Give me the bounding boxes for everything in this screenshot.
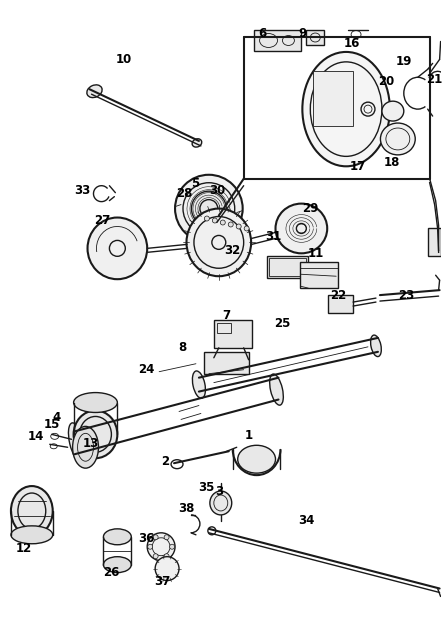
Ellipse shape: [381, 123, 415, 155]
Text: 21: 21: [427, 73, 443, 86]
Bar: [214, 320, 252, 348]
Text: 18: 18: [384, 156, 400, 169]
Text: 13: 13: [82, 437, 99, 450]
Ellipse shape: [303, 52, 390, 166]
Bar: [306, 30, 324, 45]
Text: 8: 8: [178, 341, 186, 354]
Ellipse shape: [170, 544, 175, 549]
Text: 29: 29: [302, 202, 319, 215]
Ellipse shape: [103, 529, 131, 545]
Text: 28: 28: [176, 187, 192, 200]
Text: 35: 35: [198, 481, 214, 493]
Ellipse shape: [276, 203, 327, 253]
Text: 31: 31: [265, 230, 282, 243]
Text: 25: 25: [274, 318, 291, 331]
Text: 30: 30: [209, 184, 225, 197]
Text: 19: 19: [396, 55, 412, 68]
Text: 3: 3: [215, 484, 223, 498]
Ellipse shape: [74, 411, 117, 458]
Ellipse shape: [103, 557, 131, 573]
Ellipse shape: [220, 220, 225, 225]
Text: 2: 2: [161, 455, 169, 467]
Text: 15: 15: [43, 418, 60, 431]
Ellipse shape: [155, 557, 179, 581]
Ellipse shape: [228, 222, 233, 227]
Ellipse shape: [371, 335, 381, 357]
Ellipse shape: [191, 191, 226, 226]
Ellipse shape: [382, 101, 404, 121]
Ellipse shape: [192, 139, 202, 147]
Text: 33: 33: [74, 184, 91, 197]
Text: 6: 6: [258, 27, 267, 40]
Bar: [254, 30, 301, 52]
Text: 12: 12: [16, 542, 32, 555]
Ellipse shape: [192, 371, 206, 398]
Text: 14: 14: [27, 430, 44, 443]
Ellipse shape: [73, 427, 98, 468]
Ellipse shape: [11, 486, 53, 536]
Ellipse shape: [153, 535, 158, 540]
Text: 7: 7: [223, 309, 231, 323]
Ellipse shape: [175, 175, 243, 243]
Text: 5: 5: [191, 177, 199, 190]
Ellipse shape: [88, 217, 147, 279]
Text: 20: 20: [378, 75, 394, 88]
Text: 9: 9: [298, 27, 307, 40]
Bar: [427, 229, 441, 256]
Bar: [204, 352, 249, 374]
Ellipse shape: [147, 533, 175, 561]
Bar: [267, 256, 308, 278]
Ellipse shape: [11, 526, 53, 544]
Text: 17: 17: [350, 160, 366, 173]
Ellipse shape: [204, 216, 210, 221]
Ellipse shape: [210, 491, 232, 515]
Ellipse shape: [164, 554, 169, 559]
Text: 11: 11: [308, 247, 324, 260]
Text: 27: 27: [94, 214, 111, 227]
Bar: [217, 323, 231, 333]
Ellipse shape: [187, 209, 251, 276]
Text: 16: 16: [344, 37, 360, 50]
Ellipse shape: [212, 218, 218, 223]
Text: 10: 10: [115, 53, 132, 66]
Text: 26: 26: [103, 566, 120, 579]
Bar: [268, 258, 306, 276]
Ellipse shape: [74, 392, 117, 413]
Ellipse shape: [87, 85, 102, 98]
Text: 24: 24: [138, 364, 155, 376]
Ellipse shape: [238, 445, 276, 473]
Bar: [313, 71, 353, 126]
Text: 38: 38: [178, 503, 194, 515]
Text: 22: 22: [330, 289, 346, 302]
Text: 23: 23: [398, 289, 414, 302]
Text: 36: 36: [138, 532, 155, 546]
Ellipse shape: [69, 423, 85, 462]
Bar: [328, 295, 353, 313]
Text: 34: 34: [298, 514, 315, 527]
Ellipse shape: [148, 544, 153, 549]
Ellipse shape: [244, 226, 249, 231]
Text: 4: 4: [53, 411, 61, 424]
Ellipse shape: [153, 554, 158, 559]
Ellipse shape: [270, 374, 284, 405]
Text: 37: 37: [154, 575, 170, 588]
Text: 1: 1: [245, 429, 253, 442]
Bar: [300, 262, 338, 288]
Ellipse shape: [164, 535, 169, 540]
Text: 32: 32: [225, 244, 241, 257]
Ellipse shape: [236, 224, 241, 229]
